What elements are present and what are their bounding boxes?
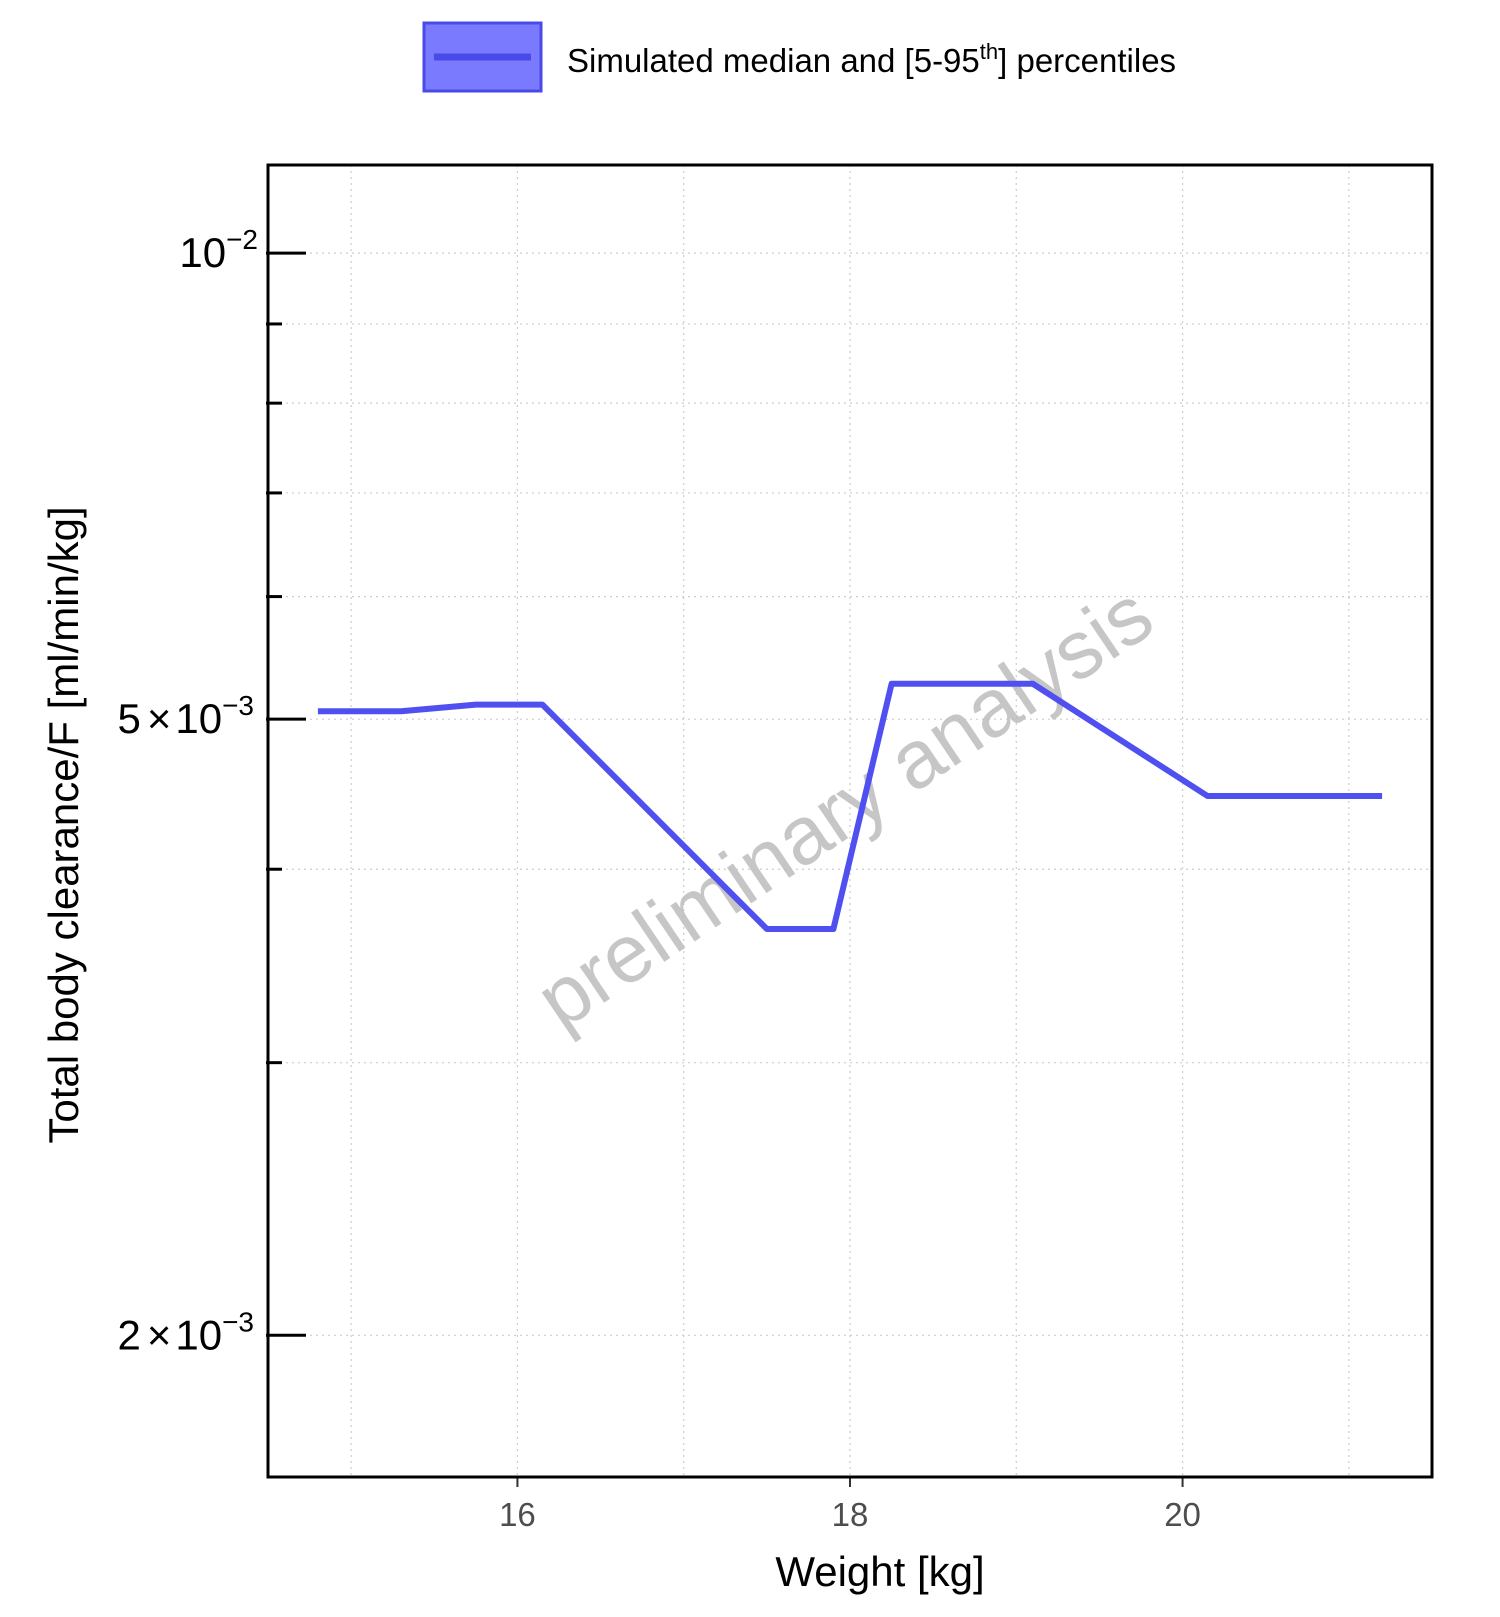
plot-panel-border (266, 163, 1434, 1479)
series-layer (317, 680, 1383, 932)
x-tick-label: 16 (499, 1496, 536, 1533)
watermark: preliminary analysis (521, 568, 1169, 1046)
median-line (317, 680, 1383, 932)
x-axis-title: Weight [kg] (775, 1548, 984, 1595)
y-axis-ticks: 10−2 5 ×10−3 2 ×10−3 (117, 224, 306, 1358)
x-tick-label: 18 (832, 1496, 869, 1533)
legend: Simulated median and [5-95th] percentile… (422, 21, 1176, 93)
y-tick-label: 5 ×10−3 (117, 690, 254, 742)
grid (268, 165, 1432, 1477)
y-tick-label: 2 ×10−3 (117, 1306, 254, 1358)
y-tick-label: 10−2 (179, 224, 258, 276)
y-axis-title: Total body clearance/F [ml/min/kg] (40, 506, 87, 1143)
x-tick-label: 20 (1164, 1496, 1201, 1533)
legend-label: Simulated median and [5-95th] percentile… (567, 39, 1176, 79)
x-axis-ticks: 16 18 20 (499, 1477, 1201, 1533)
